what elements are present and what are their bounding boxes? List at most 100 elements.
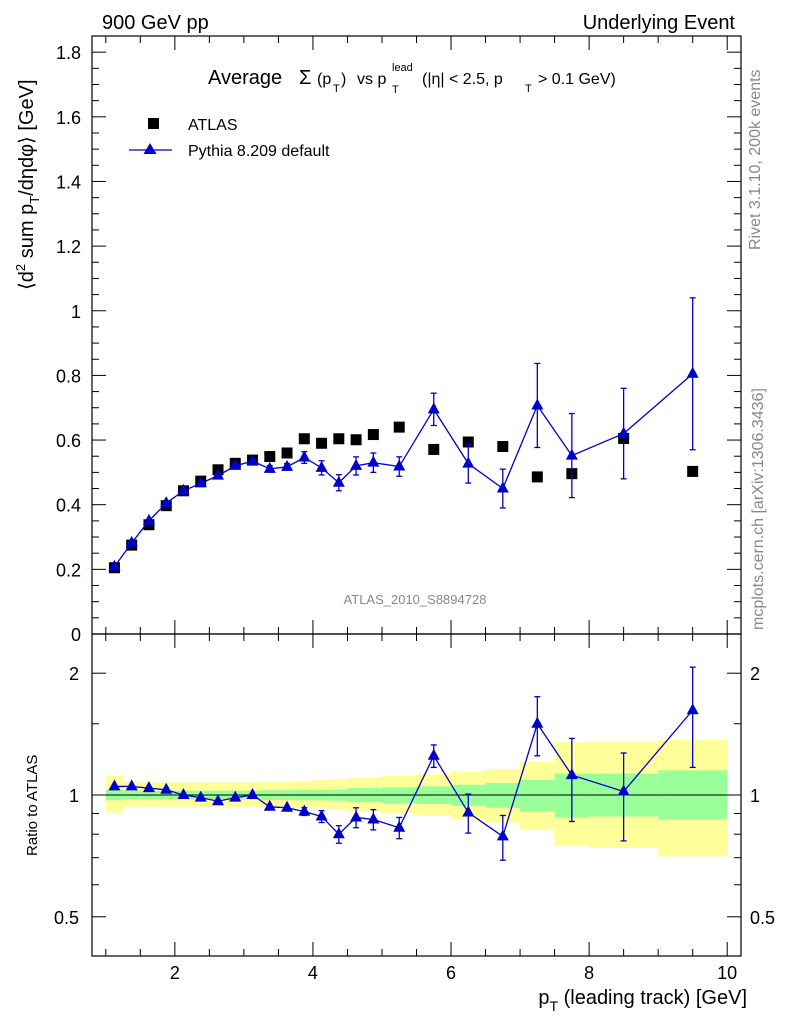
pythia-point (194, 476, 207, 488)
atlas-point (316, 437, 328, 449)
plot-title: Average Σ (p T ) vs p lead T (|η| < 2.5,… (208, 62, 616, 96)
y-axis-label-main: ⟨d2 sum pT/dηdφ⟩ [GeV] (13, 79, 42, 290)
pythia-point (315, 460, 328, 472)
x-tick-label: 8 (584, 963, 594, 983)
title-cuts-a: (|η| < 2.5, p (422, 71, 503, 88)
axes-ticks: 2 4 6 8 10 0 0.2 0.4 0.6 0.8 1 1.2 1.4 1.6 1.8 0.5 0.5 1 1… (54, 35, 775, 983)
ratio-point (125, 779, 138, 791)
atlas-point (393, 421, 405, 433)
ratio-point (393, 820, 406, 832)
ratio-tick-label-left: 0.5 (54, 908, 79, 928)
y-tick-label: 1.8 (56, 43, 81, 63)
y-tick-label: 0.6 (56, 431, 81, 451)
pythia-point (108, 559, 121, 571)
title-pt-open: (p (317, 71, 331, 88)
ratio-point (298, 804, 311, 816)
ratio-point (194, 790, 207, 802)
atlas-point (428, 443, 440, 455)
ratio-point (315, 809, 328, 821)
pythia-point (160, 496, 173, 508)
x-axis-label: pT (leading track) [GeV] (538, 987, 747, 1014)
ratio-point (565, 768, 578, 780)
title-cuts-b: > 0.1 GeV) (538, 71, 616, 88)
y-tick-label: 1.6 (56, 108, 81, 128)
x-tick-label: 4 (308, 963, 318, 983)
ratio-point (263, 799, 276, 811)
title-lead-sub: T (392, 84, 399, 96)
x-tick-label: 6 (446, 963, 456, 983)
pythia-point (462, 456, 475, 468)
y-tick-label: 0.2 (56, 560, 81, 580)
ylabel-main-sup: 2 (13, 264, 28, 271)
xlabel-a: p (538, 987, 549, 1009)
legend-pythia-label: Pythia 8.209 default (188, 143, 330, 160)
ratio-point (142, 781, 155, 793)
ratio-point (462, 805, 475, 817)
title-cuts-sub: T (525, 83, 532, 95)
pythia-point (565, 448, 578, 460)
atlas-point (281, 447, 293, 459)
pythia-point (367, 455, 380, 467)
pythia-point (125, 535, 138, 547)
y-tick-label: 0 (71, 625, 81, 645)
ratio-point (177, 788, 190, 799)
atlas-point (531, 471, 543, 483)
pythia-point (427, 402, 440, 414)
ratio-point (350, 810, 363, 822)
ratio-tick-label-left: 1 (69, 786, 79, 806)
xlabel-b: (leading track) [GeV] (558, 987, 747, 1009)
x-tick-label: 2 (170, 963, 180, 983)
atlas-point (497, 441, 509, 453)
pythia-point (496, 481, 509, 493)
pythia-point (229, 458, 242, 470)
y-tick-label: 1 (71, 302, 81, 322)
ratio-point (367, 812, 380, 824)
ratio-point (617, 784, 630, 796)
title-vs: vs p (357, 71, 386, 88)
ratio-point (496, 829, 509, 841)
pythia-point (686, 366, 699, 378)
legend: ATLAS Pythia 8.209 default (129, 117, 330, 160)
main-data-layer (108, 297, 699, 574)
ratio-point (160, 782, 173, 794)
y-tick-label: 0.8 (56, 366, 81, 386)
pythia-point (298, 450, 311, 462)
ratio-point (281, 800, 294, 812)
y-tick-label: 1.4 (56, 172, 81, 192)
atlas-point (298, 433, 310, 445)
atlas-point (462, 436, 474, 448)
atlas-point (367, 429, 379, 441)
pythia-point (142, 513, 155, 525)
rivet-label: Rivet 3.1.10, 200k events (747, 69, 764, 250)
ratio-point (332, 827, 345, 839)
atlas-point (350, 434, 362, 446)
legend-atlas-label: ATLAS (188, 117, 238, 134)
pythia-point (531, 398, 544, 410)
ratio-point (229, 790, 242, 802)
ratio-data-layer (108, 666, 699, 861)
atlas-point (687, 465, 699, 477)
ratio-tick-label-right: 1 (750, 786, 760, 806)
title-prefix: Average (208, 67, 282, 89)
y-axis-label-ratio: Ratio to ATLAS (24, 755, 41, 856)
ratio-tick-label-left: 2 (69, 664, 79, 684)
title-lead-sup: lead (392, 62, 413, 74)
ratio-point (108, 779, 121, 791)
ratio-point (246, 788, 259, 799)
pythia-point (617, 426, 630, 438)
legend-pythia-marker (143, 143, 157, 154)
ratio-point (212, 794, 225, 806)
title-pt-sub: T (333, 83, 340, 95)
legend-atlas-marker (148, 118, 159, 129)
mcplots-label: mcplots.cern.ch [arXiv:1306.3436] (750, 388, 767, 630)
pythia-point (281, 459, 294, 471)
ratio-point (531, 716, 544, 728)
ylabel-main-c: /dηdφ⟩ [GeV] (16, 79, 38, 195)
atlas-point (264, 451, 276, 463)
pythia-point (212, 468, 225, 480)
analysis-watermark: ATLAS_2010_S8894728 (344, 592, 487, 607)
title-pt-close: ) (341, 71, 346, 88)
atlas-point (333, 433, 345, 445)
ratio-tick-label-right: 2 (750, 664, 760, 684)
